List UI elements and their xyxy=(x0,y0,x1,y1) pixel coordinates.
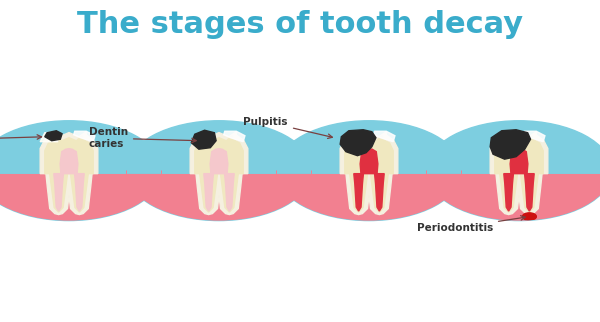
Polygon shape xyxy=(40,132,59,142)
Polygon shape xyxy=(346,174,371,214)
Polygon shape xyxy=(0,171,162,221)
Polygon shape xyxy=(60,149,78,174)
Polygon shape xyxy=(374,131,395,142)
Polygon shape xyxy=(45,131,62,141)
Polygon shape xyxy=(504,174,514,211)
Polygon shape xyxy=(354,174,364,211)
Circle shape xyxy=(276,121,462,221)
Circle shape xyxy=(0,121,162,221)
Polygon shape xyxy=(210,149,228,174)
Polygon shape xyxy=(340,130,376,156)
Polygon shape xyxy=(426,171,600,221)
Polygon shape xyxy=(490,130,530,159)
Circle shape xyxy=(523,213,536,220)
Polygon shape xyxy=(204,174,214,211)
Polygon shape xyxy=(500,174,518,212)
Circle shape xyxy=(126,121,312,221)
Polygon shape xyxy=(200,174,218,212)
Polygon shape xyxy=(74,174,84,211)
Polygon shape xyxy=(50,174,68,212)
Polygon shape xyxy=(496,174,521,214)
Text: The stages of tooth decay: The stages of tooth decay xyxy=(77,10,523,39)
Polygon shape xyxy=(360,149,378,174)
Polygon shape xyxy=(340,132,398,174)
Polygon shape xyxy=(276,171,462,221)
Polygon shape xyxy=(220,174,238,212)
Polygon shape xyxy=(54,174,64,211)
Polygon shape xyxy=(224,131,245,142)
Polygon shape xyxy=(126,171,312,221)
Polygon shape xyxy=(74,131,95,142)
Circle shape xyxy=(426,121,600,221)
Polygon shape xyxy=(367,174,392,214)
Polygon shape xyxy=(67,174,92,214)
Text: Enamel
caries: Enamel caries xyxy=(0,129,41,150)
Polygon shape xyxy=(490,132,548,174)
Text: Periodontitis: Periodontitis xyxy=(416,216,525,233)
Polygon shape xyxy=(350,174,368,212)
Polygon shape xyxy=(190,132,248,174)
Polygon shape xyxy=(524,131,545,142)
Polygon shape xyxy=(224,174,234,211)
Polygon shape xyxy=(191,130,216,149)
Polygon shape xyxy=(196,174,221,214)
Polygon shape xyxy=(40,132,98,174)
Polygon shape xyxy=(495,136,543,174)
Polygon shape xyxy=(370,174,388,212)
Polygon shape xyxy=(70,174,88,212)
Text: Pulpitis: Pulpitis xyxy=(244,117,332,138)
Polygon shape xyxy=(217,174,242,214)
Polygon shape xyxy=(195,136,243,174)
Polygon shape xyxy=(517,174,542,214)
Polygon shape xyxy=(520,174,538,212)
Polygon shape xyxy=(510,149,528,174)
Polygon shape xyxy=(45,136,93,174)
Text: Dentin
caries: Dentin caries xyxy=(89,128,196,149)
Polygon shape xyxy=(374,174,384,211)
Polygon shape xyxy=(524,174,534,211)
Polygon shape xyxy=(345,136,393,174)
Polygon shape xyxy=(46,174,71,214)
